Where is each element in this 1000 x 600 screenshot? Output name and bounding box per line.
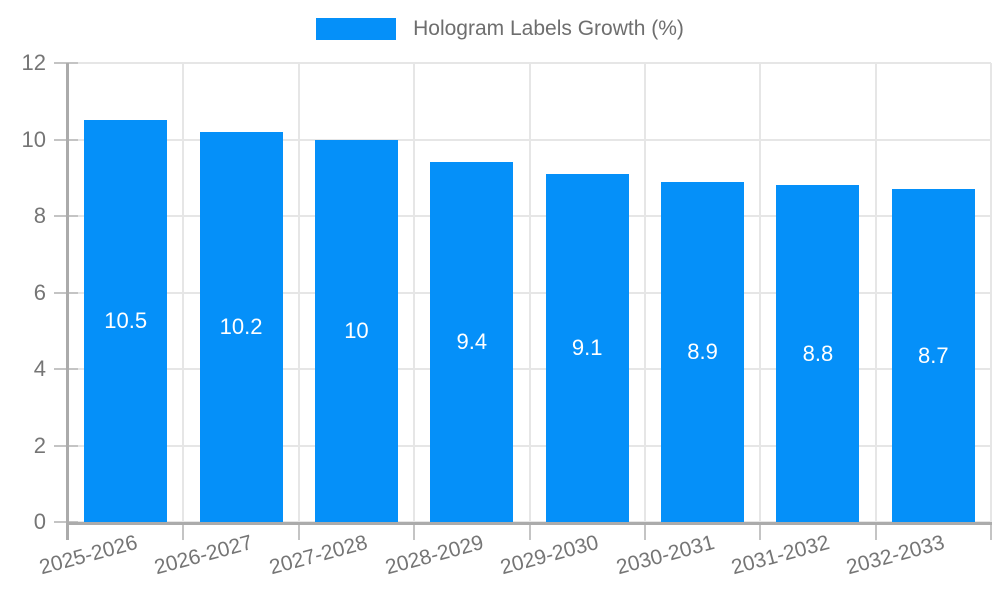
y-axis-tick-label: 12 bbox=[21, 50, 46, 75]
x-axis-tick bbox=[182, 523, 185, 540]
bar-value-label: 10.2 bbox=[219, 313, 263, 339]
x-axis-tick bbox=[990, 523, 992, 540]
gridline-vertical bbox=[643, 63, 646, 522]
bar[interactable]: 10 bbox=[314, 139, 398, 522]
bar-value-label: 9.4 bbox=[456, 329, 488, 355]
bar-value-label: 10.5 bbox=[104, 308, 148, 334]
bar-value-label: 8.9 bbox=[687, 338, 718, 364]
y-axis-tick-label: 6 bbox=[33, 279, 46, 305]
bar-value-label: 8.7 bbox=[918, 342, 949, 368]
y-axis-tick-label: 0 bbox=[33, 509, 46, 534]
legend-swatch bbox=[316, 18, 397, 40]
gridline-vertical bbox=[990, 63, 992, 522]
x-axis-tick bbox=[874, 523, 877, 540]
bar[interactable]: 9.4 bbox=[430, 162, 514, 522]
x-axis-tick bbox=[413, 523, 416, 540]
gridline-vertical bbox=[874, 63, 877, 522]
gridline-vertical bbox=[182, 63, 185, 522]
y-axis-line bbox=[66, 63, 69, 540]
legend-label: Hologram Labels Growth (%) bbox=[413, 17, 684, 40]
x-axis-tick bbox=[528, 523, 531, 540]
legend[interactable]: Hologram Labels Growth (%) bbox=[0, 17, 1000, 41]
y-axis-tick-label: 4 bbox=[33, 356, 46, 381]
bar-value-label: 10 bbox=[344, 317, 369, 343]
x-axis-tick bbox=[297, 523, 300, 540]
bar[interactable]: 9.1 bbox=[545, 173, 629, 522]
bar[interactable]: 10.2 bbox=[199, 131, 283, 522]
bar-value-label: 9.1 bbox=[571, 334, 603, 360]
x-axis-tick bbox=[759, 523, 762, 540]
x-axis-line bbox=[66, 522, 992, 525]
y-axis-tick-label: 8 bbox=[33, 203, 46, 228]
y-axis-tick-label: 2 bbox=[33, 432, 46, 458]
bar[interactable]: 8.8 bbox=[776, 185, 860, 522]
gridline-vertical bbox=[297, 63, 300, 522]
gridline-vertical bbox=[759, 63, 762, 522]
gridline-vertical bbox=[528, 63, 531, 522]
y-axis-tick-label: 10 bbox=[21, 126, 46, 152]
bar[interactable]: 10.5 bbox=[84, 120, 168, 522]
gridline-vertical bbox=[413, 63, 416, 522]
bar-value-label: 8.8 bbox=[802, 340, 834, 366]
x-axis-tick bbox=[643, 523, 646, 540]
bar[interactable]: 8.7 bbox=[891, 189, 975, 522]
bar[interactable]: 8.9 bbox=[661, 181, 745, 522]
